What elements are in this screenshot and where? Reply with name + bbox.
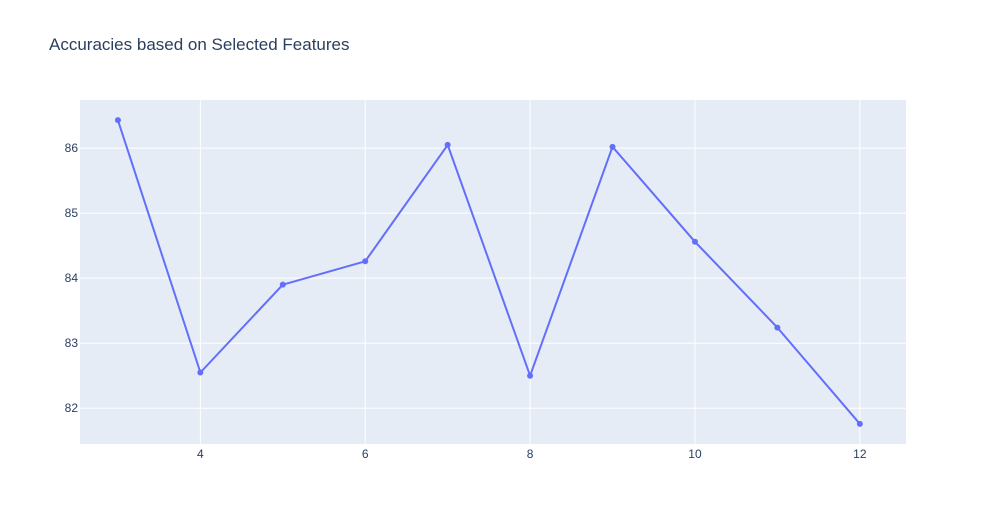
data-point: [279, 281, 286, 288]
y-tick-label: 86: [65, 141, 79, 155]
grid-lines: [80, 100, 906, 444]
data-point: [691, 238, 698, 245]
data-point: [774, 324, 781, 331]
x-tick-label: 8: [527, 447, 534, 461]
x-axis-ticks: 4 6 8 10 12: [197, 447, 867, 461]
data-point: [527, 372, 534, 379]
chart-title: Accuracies based on Selected Features: [49, 35, 350, 54]
data-point: [856, 420, 863, 427]
series-layer: [114, 117, 863, 427]
y-tick-label: 82: [65, 401, 79, 415]
data-point: [362, 258, 369, 265]
data-point: [114, 117, 121, 124]
y-axis-ticks: 82 83 84 85 86: [65, 141, 79, 415]
x-tick-label: 4: [197, 447, 204, 461]
y-tick-label: 84: [65, 271, 79, 285]
data-point: [444, 141, 451, 148]
x-tick-label: 6: [362, 447, 369, 461]
data-point: [609, 143, 616, 150]
x-tick-label: 10: [688, 447, 702, 461]
series-line: [116, 119, 861, 425]
x-tick-label: 12: [853, 447, 867, 461]
y-tick-label: 83: [65, 336, 79, 350]
y-tick-label: 85: [65, 206, 79, 220]
data-point: [197, 369, 204, 376]
